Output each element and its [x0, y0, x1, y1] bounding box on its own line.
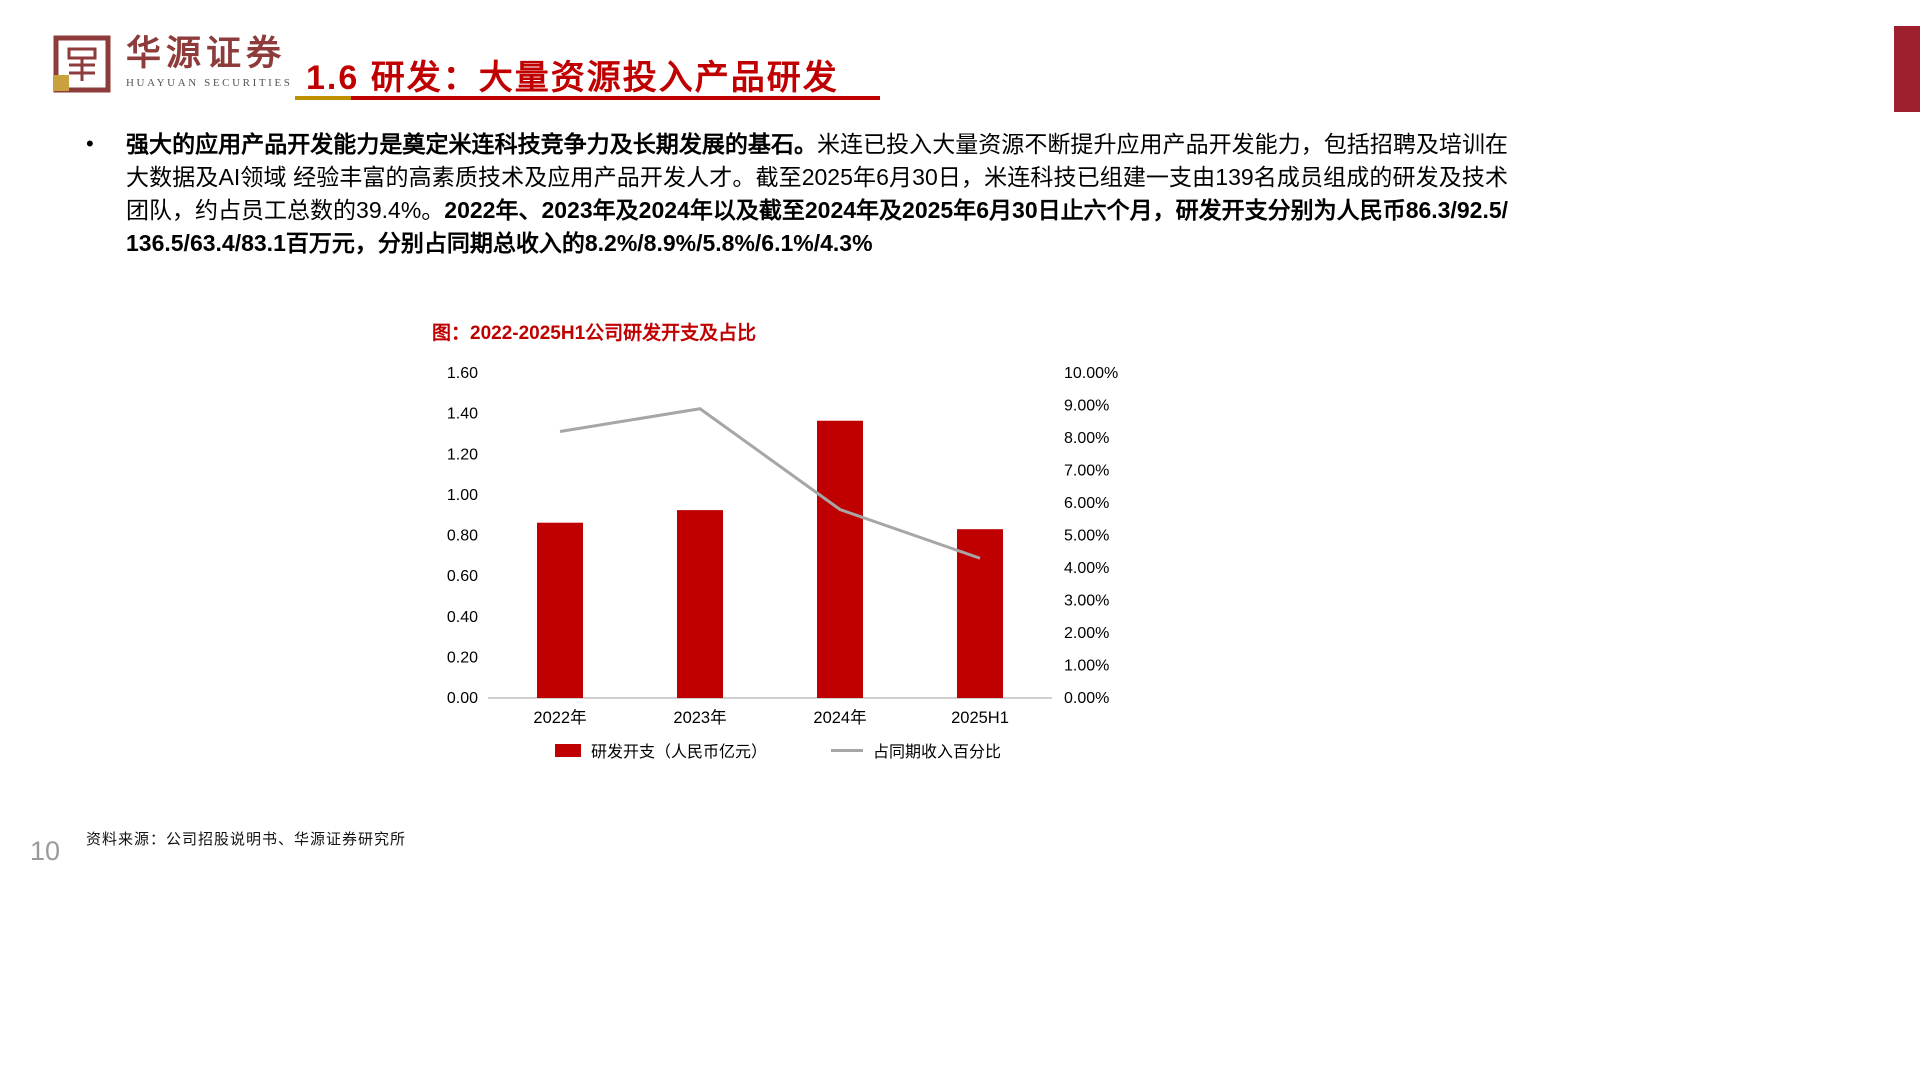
- left-axis-tick: 0.60: [447, 568, 478, 585]
- bar: [817, 420, 863, 698]
- bar: [537, 522, 583, 698]
- huayuan-seal-icon: [53, 35, 111, 93]
- brand-text: 华源证券 HUAYUAN SECURITIES: [126, 34, 292, 89]
- legend-label-bar: 研发开支（人民币亿元）: [590, 744, 767, 761]
- right-axis-tick: 2.00%: [1064, 625, 1109, 642]
- right-axis-tick: 10.00%: [1064, 365, 1118, 382]
- legend-label-line: 占同期收入百分比: [873, 744, 1002, 761]
- left-axis-tick: 1.20: [447, 446, 478, 463]
- x-axis-category: 2025H1: [951, 709, 1009, 727]
- x-axis-category: 2022年: [533, 708, 586, 727]
- title-underline: [295, 96, 880, 100]
- left-axis-tick: 1.40: [447, 406, 478, 423]
- right-axis-tick: 0.00%: [1064, 690, 1109, 707]
- body-text-segment: 2022年、2023年及2024年以及截至2024年及2025年6月30日止六个…: [126, 197, 1509, 256]
- legend-item-bar: 研发开支（人民币亿元）: [554, 738, 767, 762]
- right-axis-tick: 3.00%: [1064, 593, 1109, 610]
- right-axis-tick: 7.00%: [1064, 463, 1109, 480]
- line-series-swatch: [831, 748, 863, 752]
- right-axis-tick: 4.00%: [1064, 560, 1109, 577]
- line-series: [559, 407, 981, 560]
- right-axis-tick: 8.00%: [1064, 430, 1109, 447]
- chart: 图：2022-2025H1公司研发开支及占比 0.00 0.20 0.40 0.60 0…: [428, 322, 1128, 762]
- page-number: 10: [30, 836, 61, 866]
- body-block: • 强大的应用产品开发能力是奠定米连科技竞争力及长期发展的基石。米连已投入大量资…: [86, 128, 1508, 260]
- chart-legend: 研发开支（人民币亿元） 占同期收入百分比: [428, 738, 1128, 762]
- brand-name-en: HUAYUAN SECURITIES: [126, 77, 293, 89]
- right-axis-tick: 6.00%: [1064, 495, 1109, 512]
- left-axis-tick: 0.80: [447, 528, 478, 545]
- bar-series-swatch: [554, 743, 581, 757]
- legend-item-line: 占同期收入百分比: [831, 738, 1001, 762]
- left-axis-tick: 0.00: [447, 690, 478, 707]
- right-axis-tick: 5.00%: [1064, 528, 1109, 545]
- chart-title: 图：2022-2025H1公司研发开支及占比: [432, 323, 757, 344]
- body-paragraph: 强大的应用产品开发能力是奠定米连科技竞争力及长期发展的基石。米连已投入大量资源不…: [126, 128, 1508, 260]
- x-axis-category: 2024年: [813, 708, 866, 727]
- brand-name-cn: 华源证券: [126, 34, 287, 73]
- corner-accent-bar: [1894, 26, 1920, 112]
- right-axis-tick: 1.00%: [1064, 658, 1109, 675]
- left-axis-tick: 0.40: [447, 609, 478, 626]
- underline-gold-segment: [295, 96, 351, 100]
- brand-logo: 华源证券 HUAYUAN SECURITIES: [52, 34, 292, 94]
- bar: [957, 529, 1003, 698]
- chart-canvas: 0.00 0.20 0.40 0.60 0.80 1.00 1.20 1.40 1.60 0.00…: [447, 365, 1118, 727]
- left-axis-tick: 1.60: [447, 365, 478, 382]
- body-text-segment: 强大的应用产品开发能力是奠定米连科技竞争力及长期发展的基石。: [126, 131, 818, 157]
- right-axis-tick: 9.00%: [1064, 398, 1109, 415]
- bullet-marker: •: [86, 131, 94, 156]
- x-axis-category: 2023年: [673, 708, 726, 727]
- source-note: 资料来源：公司招股说明书、华源证券研究所: [86, 832, 407, 848]
- body-text-segment: 米连已投入大量资源不断提升应用产品开发能力，包括招聘及培训在大数据及AI领域 经…: [126, 131, 1509, 223]
- page-title: 1.6 研发：大量资源投入产品研发: [306, 59, 839, 97]
- left-axis-tick: 1.00: [447, 487, 478, 504]
- left-axis-tick: 0.20: [447, 649, 478, 666]
- underline-red-segment: [351, 96, 880, 100]
- bar: [677, 510, 723, 698]
